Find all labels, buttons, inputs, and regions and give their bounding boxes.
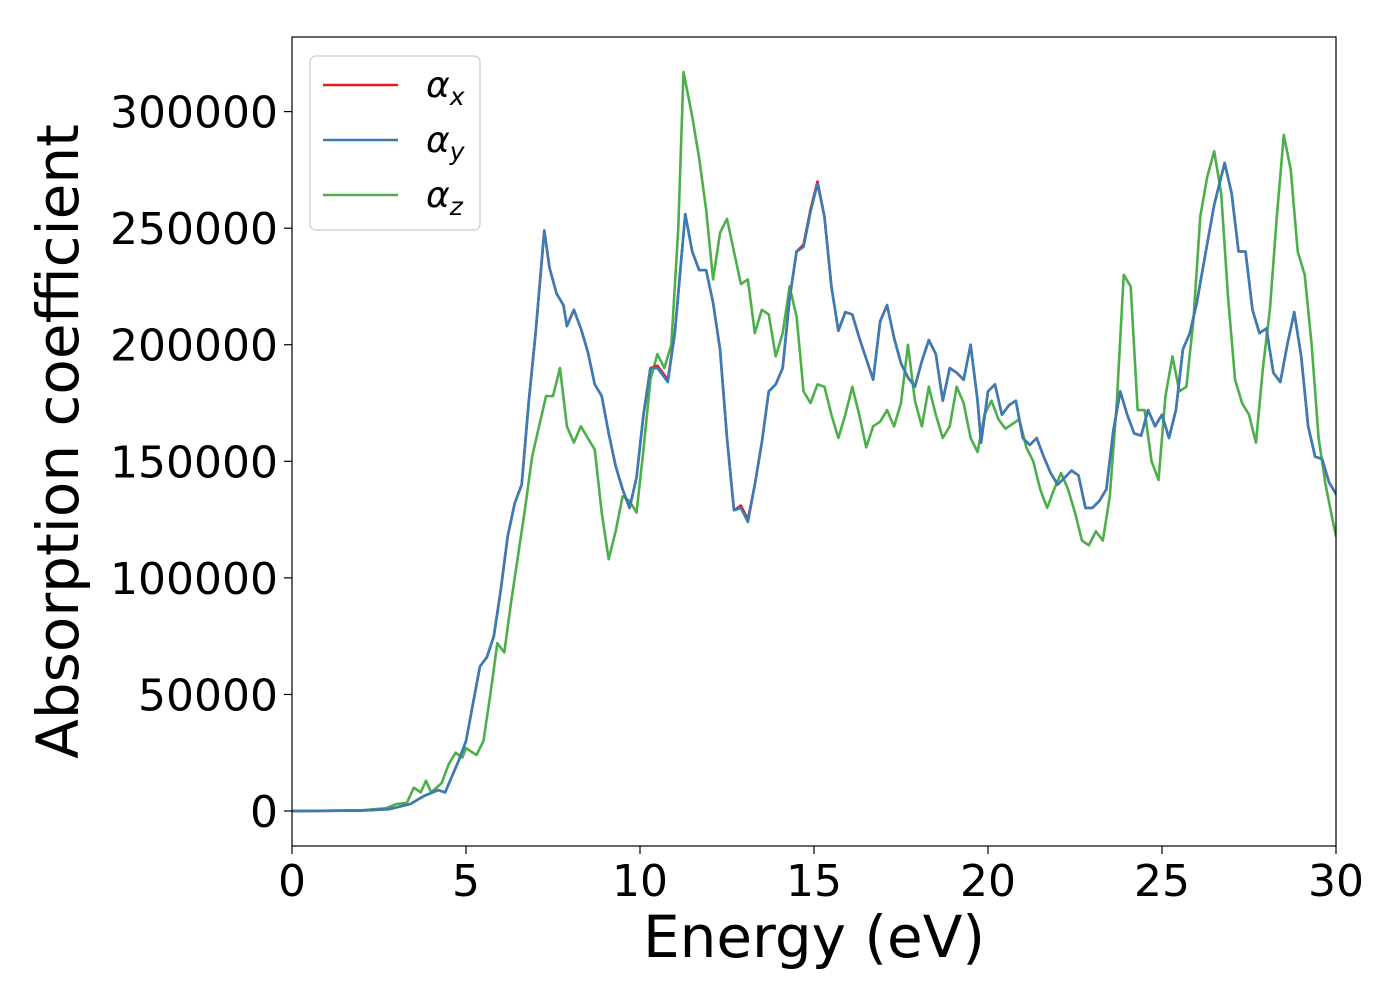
- x-tick-label: 5: [452, 856, 480, 907]
- x-axis-title: Energy (eV): [643, 903, 985, 971]
- y-tick-label: 250000: [110, 204, 278, 255]
- legend-label-z: αz: [426, 175, 464, 221]
- y-tick-label: 150000: [110, 437, 278, 488]
- y-tick-label: 0: [250, 787, 278, 838]
- y-tick-label: 50000: [138, 670, 278, 721]
- series-line-z: [292, 70, 1336, 813]
- legend-label-x: αx: [426, 65, 465, 111]
- y-tick-label: 300000: [110, 88, 278, 139]
- x-tick-label: 30: [1308, 856, 1364, 907]
- legend: αx αy αz: [309, 55, 481, 231]
- x-tick-label: 10: [612, 856, 668, 907]
- y-axis-title: Absorption coefficient: [24, 124, 92, 759]
- legend-label-y: αy: [426, 120, 466, 166]
- y-tick-label: 200000: [110, 321, 278, 372]
- legend-box: [309, 55, 481, 231]
- x-tick-label: 0: [278, 856, 306, 907]
- x-tick-label: 20: [960, 856, 1016, 907]
- series-layer: [292, 70, 1336, 813]
- series-line-x: [292, 161, 1336, 813]
- ticks-layer: 0 5 10 15 20 25 30 0 50000 100000 150000 200000 2500…: [110, 88, 1364, 907]
- series-line-y: [292, 161, 1336, 813]
- x-tick-label: 15: [786, 856, 842, 907]
- x-tick-label: 25: [1134, 856, 1190, 907]
- y-tick-label: 100000: [110, 554, 278, 605]
